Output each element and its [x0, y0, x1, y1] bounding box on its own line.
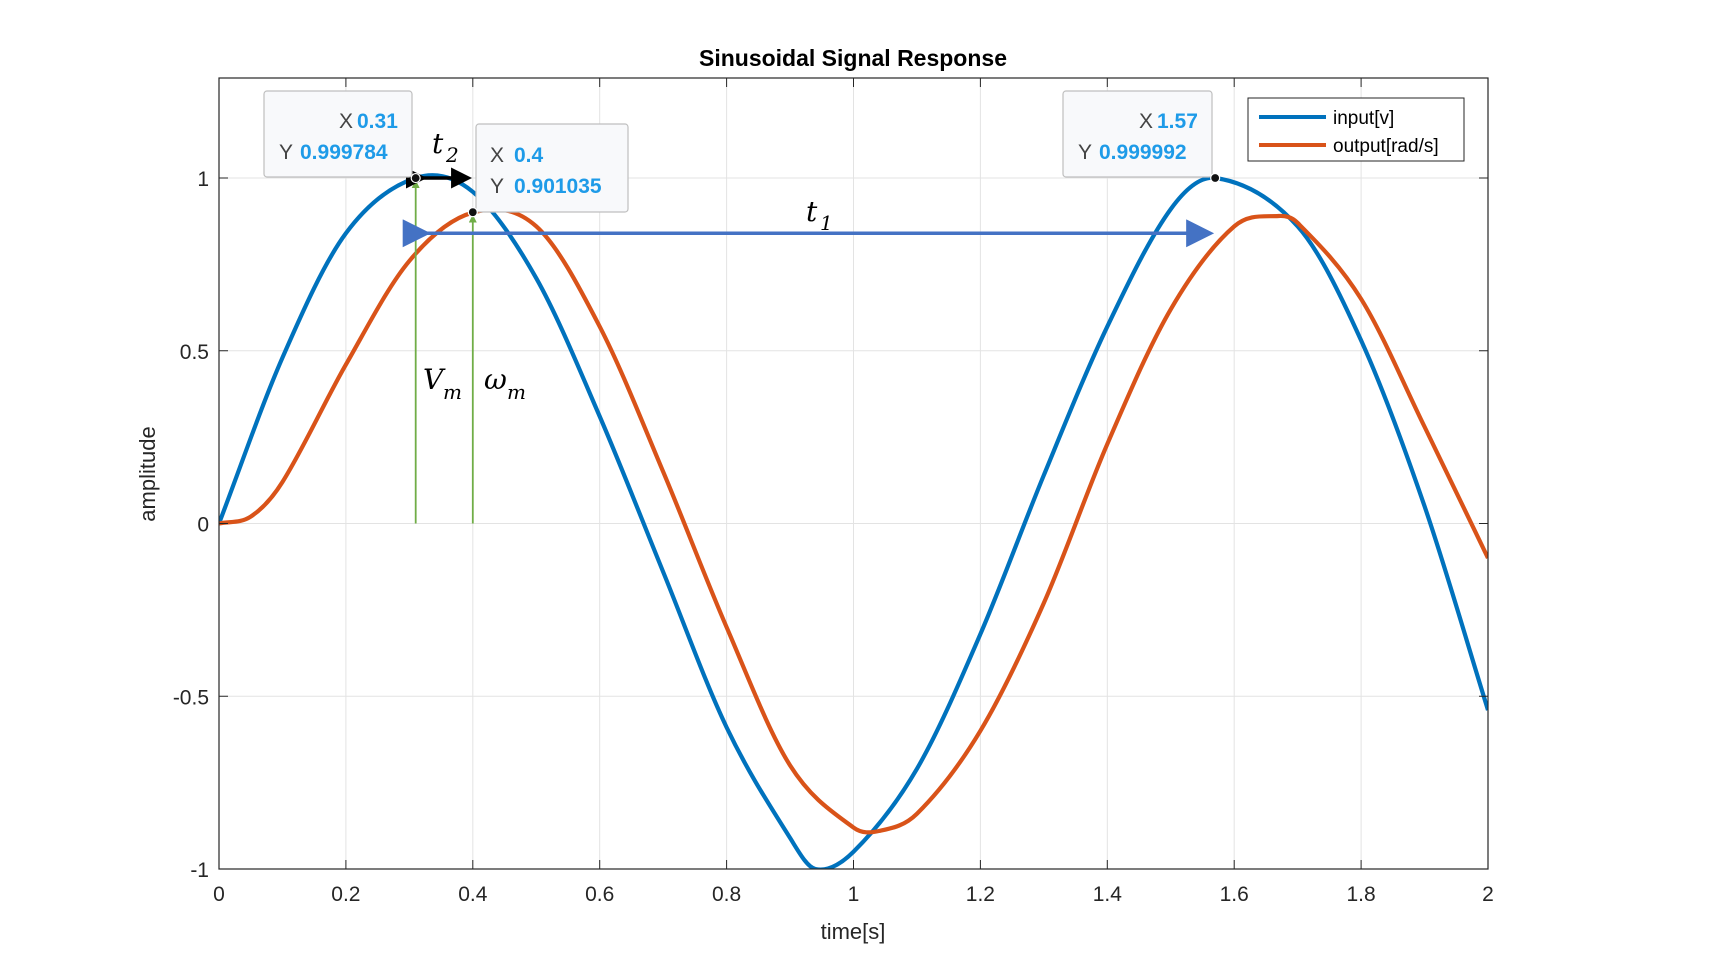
datatip-x-key: X — [490, 144, 504, 167]
datatip-box — [1062, 90, 1213, 178]
datatip-3[interactable]: X 1.57 Y 0.999992 — [1062, 90, 1213, 178]
datatip-layer: X 0.31 Y 0.999784 X 0.4 Y 0.901035 X 1.5… — [263, 90, 1221, 218]
x-tick-label: 0.8 — [712, 883, 741, 906]
y-tick-label: -1 — [190, 859, 209, 882]
datatip-x-value: 0.4 — [514, 144, 544, 167]
legend-label-input: input[v] — [1333, 108, 1394, 129]
datatip-y-value: 0.999992 — [1099, 141, 1187, 164]
y-tick-label: 0 — [197, 514, 209, 537]
wm-base: ω — [484, 363, 507, 396]
t1-base: t — [806, 195, 818, 228]
x-tick-label: 1 — [848, 883, 860, 906]
legend-label-output: output[rad/s] — [1333, 136, 1439, 157]
datatip-x-value: 0.31 — [357, 110, 398, 133]
label-t1: t 1 — [806, 195, 833, 235]
chart-title: Sinusoidal Signal Response — [699, 45, 1007, 71]
y-tick-label: -0.5 — [173, 686, 209, 709]
y-axis-label: amplitude — [135, 426, 160, 521]
series-line-output — [219, 207, 1488, 835]
x-tick-label: 0.2 — [331, 883, 360, 906]
x-tick-label: 0.4 — [458, 883, 488, 906]
legend-box — [1247, 97, 1465, 162]
vm-base: V — [423, 363, 446, 396]
x-axis-label: time[s] — [821, 919, 886, 944]
legend: input[v] output[rad/s] — [1247, 97, 1465, 162]
vm-sub: m — [443, 380, 462, 404]
datatip-y-key: Y — [490, 175, 504, 198]
datatip-y-value: 0.901035 — [514, 175, 602, 198]
datatip-box — [475, 123, 629, 213]
x-tick-label: 0 — [213, 883, 225, 906]
y-tick-label: 0.5 — [180, 341, 209, 364]
t2-base: t — [432, 127, 444, 160]
datatip-2[interactable]: X 0.4 Y 0.901035 — [475, 123, 629, 213]
datatip-x-key: X — [1139, 110, 1153, 133]
x-tick-label: 0.6 — [585, 883, 614, 906]
label-vm: V m — [423, 363, 462, 404]
axis-ticks: 0 0.2 0.4 0.6 0.8 1 1.2 1.4 1.6 1.8 2 -1 -0.5 0 0.5 1 — [173, 78, 1494, 906]
t1-sub: 1 — [820, 211, 833, 235]
x-tick-label: 1.4 — [1093, 883, 1123, 906]
datatip-marker — [410, 172, 421, 184]
x-tick-label: 1.6 — [1220, 883, 1249, 906]
datatip-x-value: 1.57 — [1157, 110, 1198, 133]
annotation-layer — [402, 167, 1215, 524]
label-t2: t 2 — [432, 127, 459, 167]
x-tick-label: 2 — [1482, 883, 1494, 906]
datatip-box — [263, 90, 413, 178]
datatip-1[interactable]: X 0.31 Y 0.999784 — [263, 90, 413, 178]
datatip-marker — [1210, 172, 1221, 184]
x-tick-label: 1.2 — [966, 883, 995, 906]
datatip-x-key: X — [339, 110, 353, 133]
t2-sub: 2 — [445, 143, 459, 167]
datatip-marker — [467, 207, 478, 218]
wm-sub: m — [507, 380, 526, 404]
label-wm: ω m — [484, 363, 526, 404]
datatip-y-key: Y — [279, 141, 293, 164]
x-tick-label: 1.8 — [1346, 883, 1375, 906]
datatip-y-value: 0.999784 — [300, 141, 388, 164]
y-tick-label: 1 — [197, 168, 209, 191]
datatip-y-key: Y — [1078, 141, 1092, 164]
